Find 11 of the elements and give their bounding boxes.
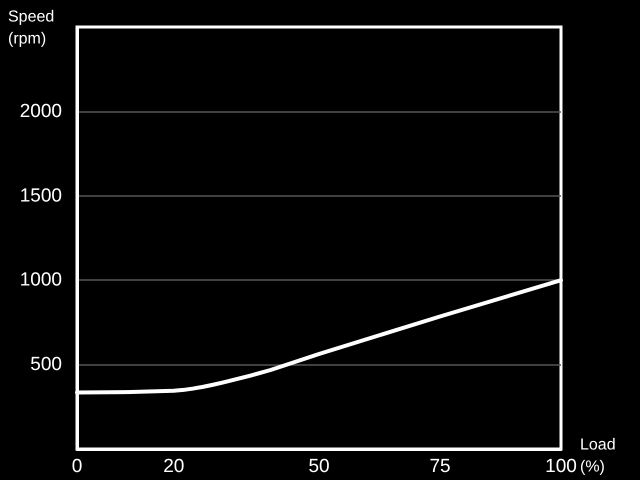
x-tick-label: 75	[429, 456, 451, 477]
x-tick-label: 0	[72, 456, 82, 477]
x-axis-title: Load (%)	[580, 436, 616, 476]
y-axis-title: Speed (rpm)	[8, 8, 54, 48]
y-tick-label: 1000	[20, 270, 62, 291]
x-tick-label: 50	[308, 456, 330, 477]
y-tick-label: 1500	[20, 185, 62, 206]
y-tick-label: 500	[30, 354, 62, 376]
y-tick-label: 2000	[20, 100, 62, 122]
x-tick-label: 100	[545, 456, 577, 477]
x-tick-label: 20	[163, 456, 184, 477]
